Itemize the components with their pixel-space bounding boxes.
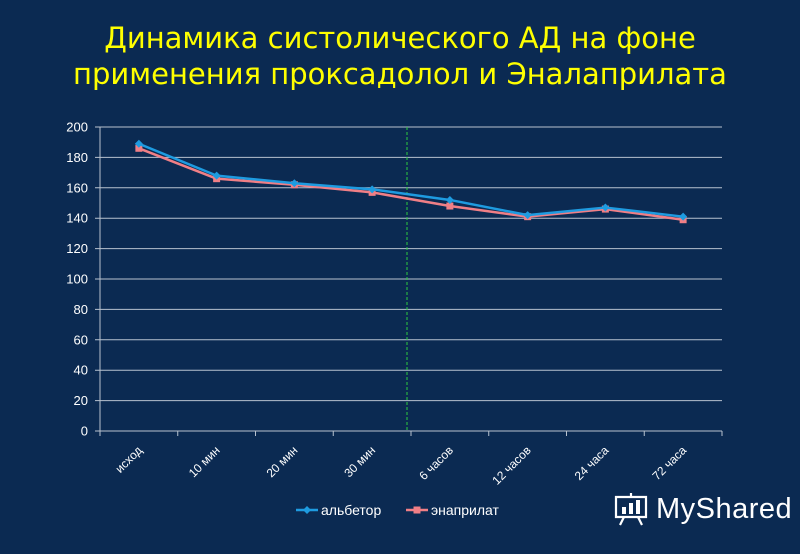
data-point xyxy=(523,211,532,220)
x-tick-label: исход xyxy=(112,443,145,476)
series-line xyxy=(138,142,684,218)
legend-label: альбетор xyxy=(321,502,381,518)
watermark-logo: MyShared xyxy=(612,491,792,527)
data-point xyxy=(446,202,454,210)
data-point xyxy=(290,179,299,188)
series-альбетор xyxy=(134,139,688,221)
x-tick-label: 20 мин xyxy=(264,443,301,480)
y-axis-ticks: 0 20 40 60 80 100 120 140 160 180 200 xyxy=(66,120,88,439)
x-tick-label: 72 часа xyxy=(649,443,689,483)
chart-title: Динамика систолического АД на фоне приме… xyxy=(0,20,800,92)
data-point xyxy=(445,195,454,204)
gridlines xyxy=(95,126,722,432)
y-tick-label: 140 xyxy=(66,211,88,226)
y-tick-label: 0 xyxy=(81,424,88,439)
x-tick-label: 12 часов xyxy=(489,443,533,487)
data-point xyxy=(134,139,143,148)
series-group xyxy=(134,139,688,224)
x-axis-ticks: исход 10 мин 20 мин 30 мин 6 часов 12 часов 24… xyxy=(99,431,723,488)
y-tick-label: 60 xyxy=(74,332,88,347)
x-tick-label: 10 мин xyxy=(186,443,223,480)
data-point xyxy=(679,212,688,221)
y-tick-label: 100 xyxy=(66,272,88,287)
legend-item: альбетор xyxy=(296,502,381,518)
y-tick-label: 80 xyxy=(74,302,88,317)
legend: альбетор энаприлат xyxy=(296,502,499,518)
x-tick-label: 24 часа xyxy=(572,443,612,483)
chart-title-line-2: применения проксадолол и Эналаприлата xyxy=(73,57,727,91)
x-tick-label: 6 часов xyxy=(416,443,456,483)
legend-label: энаприлат xyxy=(431,502,499,518)
series-line xyxy=(138,147,684,221)
legend-item: энаприлат xyxy=(406,502,499,518)
data-point xyxy=(212,171,221,180)
y-tick-label: 120 xyxy=(66,241,88,256)
data-point xyxy=(601,203,610,212)
data-point xyxy=(135,144,143,152)
y-tick-label: 160 xyxy=(66,180,88,195)
data-point xyxy=(368,185,377,194)
x-tick-label: 30 мин xyxy=(341,443,378,480)
y-tick-label: 40 xyxy=(74,363,88,378)
watermark-brand: MyShared xyxy=(656,493,793,525)
presentation-board-icon xyxy=(614,493,648,526)
chart-title-line-1: Динамика систолического АД на фоне xyxy=(104,21,696,55)
data-point xyxy=(413,506,421,514)
y-tick-label: 200 xyxy=(66,120,88,135)
y-tick-label: 180 xyxy=(66,150,88,165)
y-tick-label: 20 xyxy=(74,393,88,408)
data-point xyxy=(303,506,311,514)
